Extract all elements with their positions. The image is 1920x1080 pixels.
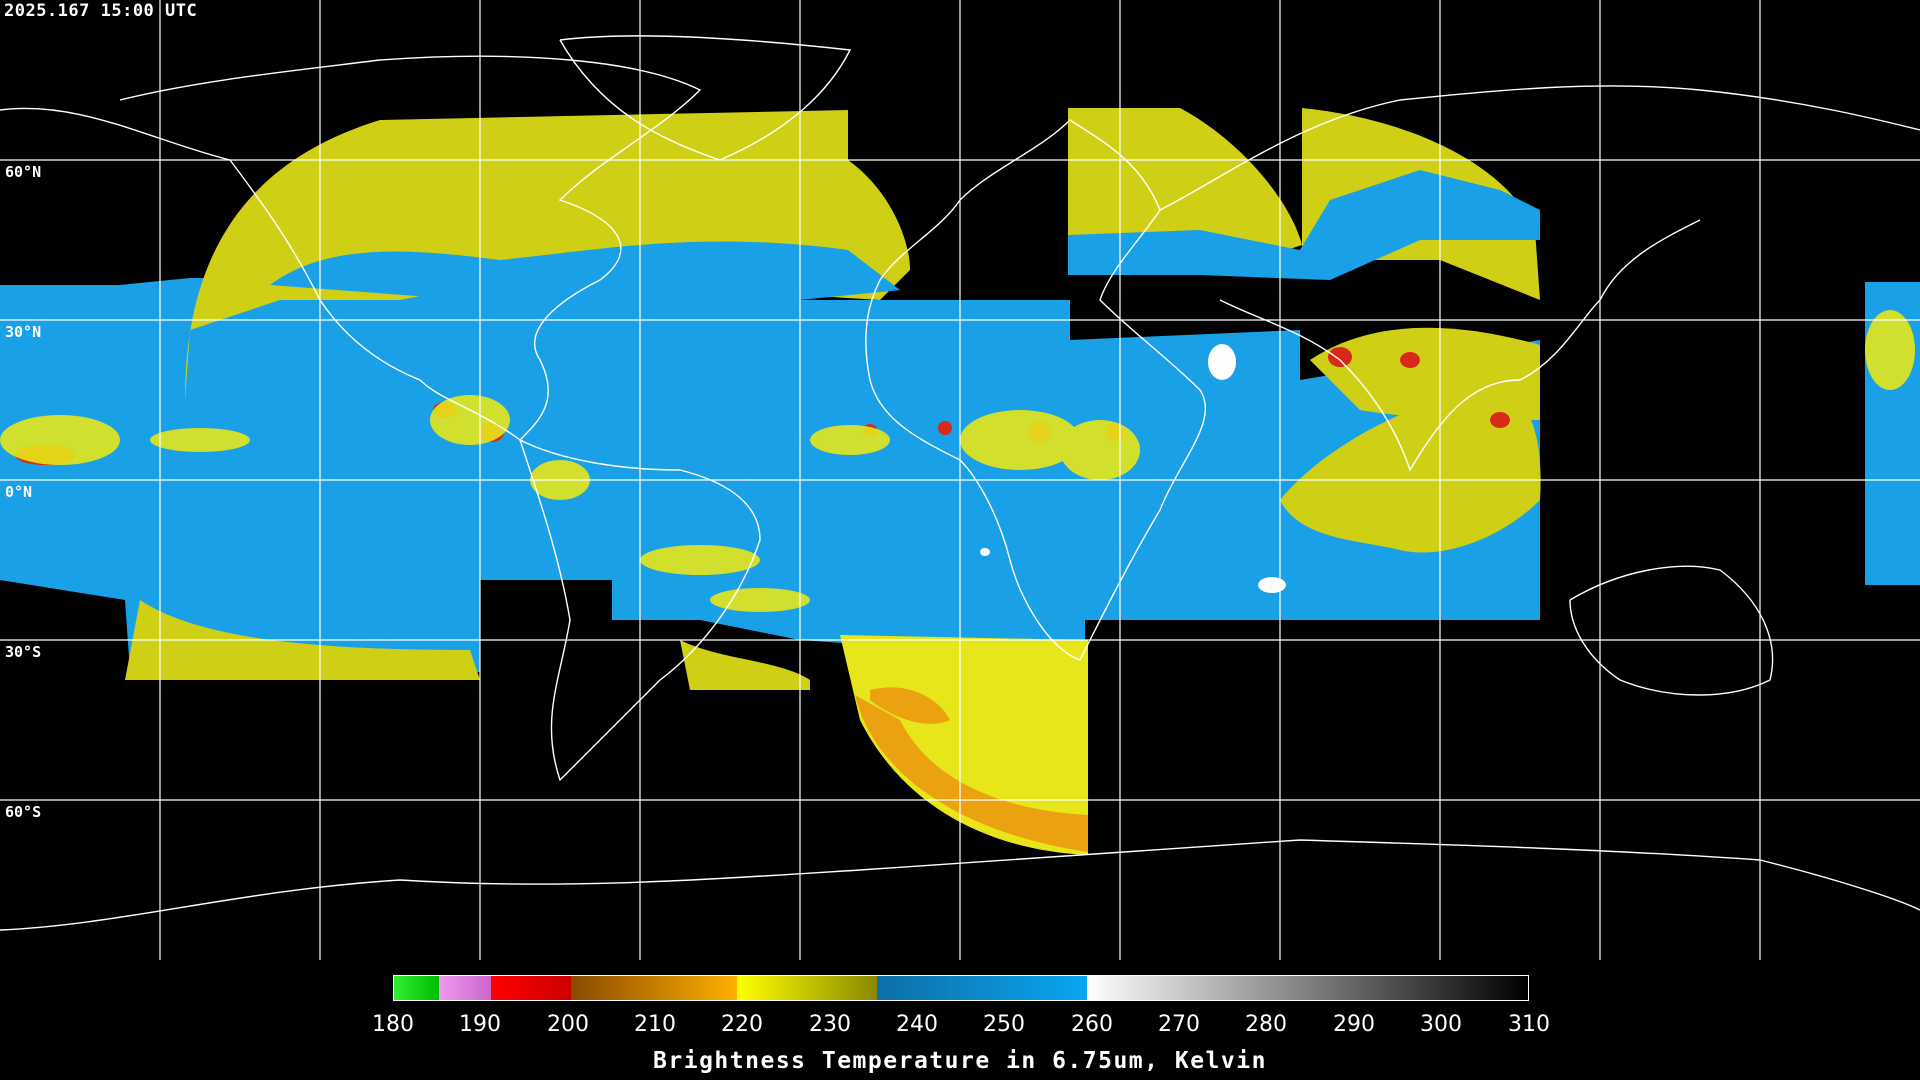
colorbar-segment-blue <box>877 976 1087 1000</box>
colorbar-segment-green <box>394 976 439 1000</box>
blue-band-pacific-east <box>0 278 480 672</box>
tick-label: 220 <box>721 1012 763 1037</box>
colorbar-segment-orange <box>571 976 737 1000</box>
tick-label: 210 <box>634 1012 676 1037</box>
coast-south-america <box>519 439 761 782</box>
yellow-south-asia <box>1310 327 1540 420</box>
coast-north-america <box>0 55 702 441</box>
coastlines <box>0 35 1920 931</box>
tick-label: 190 <box>459 1012 501 1037</box>
tick-label: 180 <box>372 1012 414 1037</box>
tick-label: 240 <box>896 1012 938 1037</box>
satellite-map: 2025.167 15:00 UTC 60°N 30°N 0°N 30°S 60… <box>0 0 1920 960</box>
tick-label: 270 <box>1158 1012 1200 1037</box>
blue-dry-eurasia <box>1068 170 1540 280</box>
legend-title: Brightness Temperature in 6.75um, Kelvin <box>653 1048 1267 1074</box>
coast-asia <box>1159 85 1920 472</box>
colorbar <box>393 975 1529 1001</box>
yellow-disk-europe <box>1068 108 1302 262</box>
convective-cell <box>1400 352 1420 368</box>
tick-label: 280 <box>1245 1012 1287 1037</box>
yellow-south-america-lane <box>680 640 810 690</box>
convective-cell <box>1328 347 1352 367</box>
convective-cell <box>1490 412 1510 428</box>
lat-label-0n: 0°N <box>5 483 33 501</box>
colorbar-segment-red <box>491 976 571 1000</box>
colorbar-segment-pink <box>439 976 491 1000</box>
coast-europe-africa <box>865 119 1206 661</box>
tick-label: 200 <box>547 1012 589 1037</box>
warm-white-patches <box>980 344 1286 593</box>
orange-blob-south-atlantic <box>870 687 950 724</box>
tick-label: 300 <box>1420 1012 1462 1037</box>
lat-label-30s: 30°S <box>5 643 42 661</box>
latlon-grid <box>0 0 1920 960</box>
timestamp-label: 2025.167 15:00 UTC <box>4 1 198 21</box>
blue-dry-north-atlantic <box>270 241 900 300</box>
lat-label-60n: 60°N <box>5 163 42 181</box>
tick-label: 290 <box>1333 1012 1375 1037</box>
coast-australia <box>1569 565 1774 696</box>
tick-label: 230 <box>809 1012 851 1037</box>
coast-greenland <box>559 35 852 161</box>
tick-label: 250 <box>983 1012 1025 1037</box>
color-legend: 180 190 200 210 220 230 240 250 260 270 … <box>0 960 1920 1080</box>
tick-label: 310 <box>1508 1012 1550 1037</box>
colorbar-segment-gray <box>1087 976 1528 1000</box>
lat-label-60s: 60°S <box>5 803 42 821</box>
colorbar-segment-yellow <box>737 976 877 1000</box>
lat-label-30n: 30°N <box>5 323 42 341</box>
yellow-south-pacific <box>125 600 480 680</box>
tick-label: 260 <box>1071 1012 1113 1037</box>
convective-cell <box>938 421 952 435</box>
imagery-layer <box>0 108 1920 855</box>
orange-arc-south-atlantic <box>855 695 1088 852</box>
map-canvas <box>0 0 1920 960</box>
